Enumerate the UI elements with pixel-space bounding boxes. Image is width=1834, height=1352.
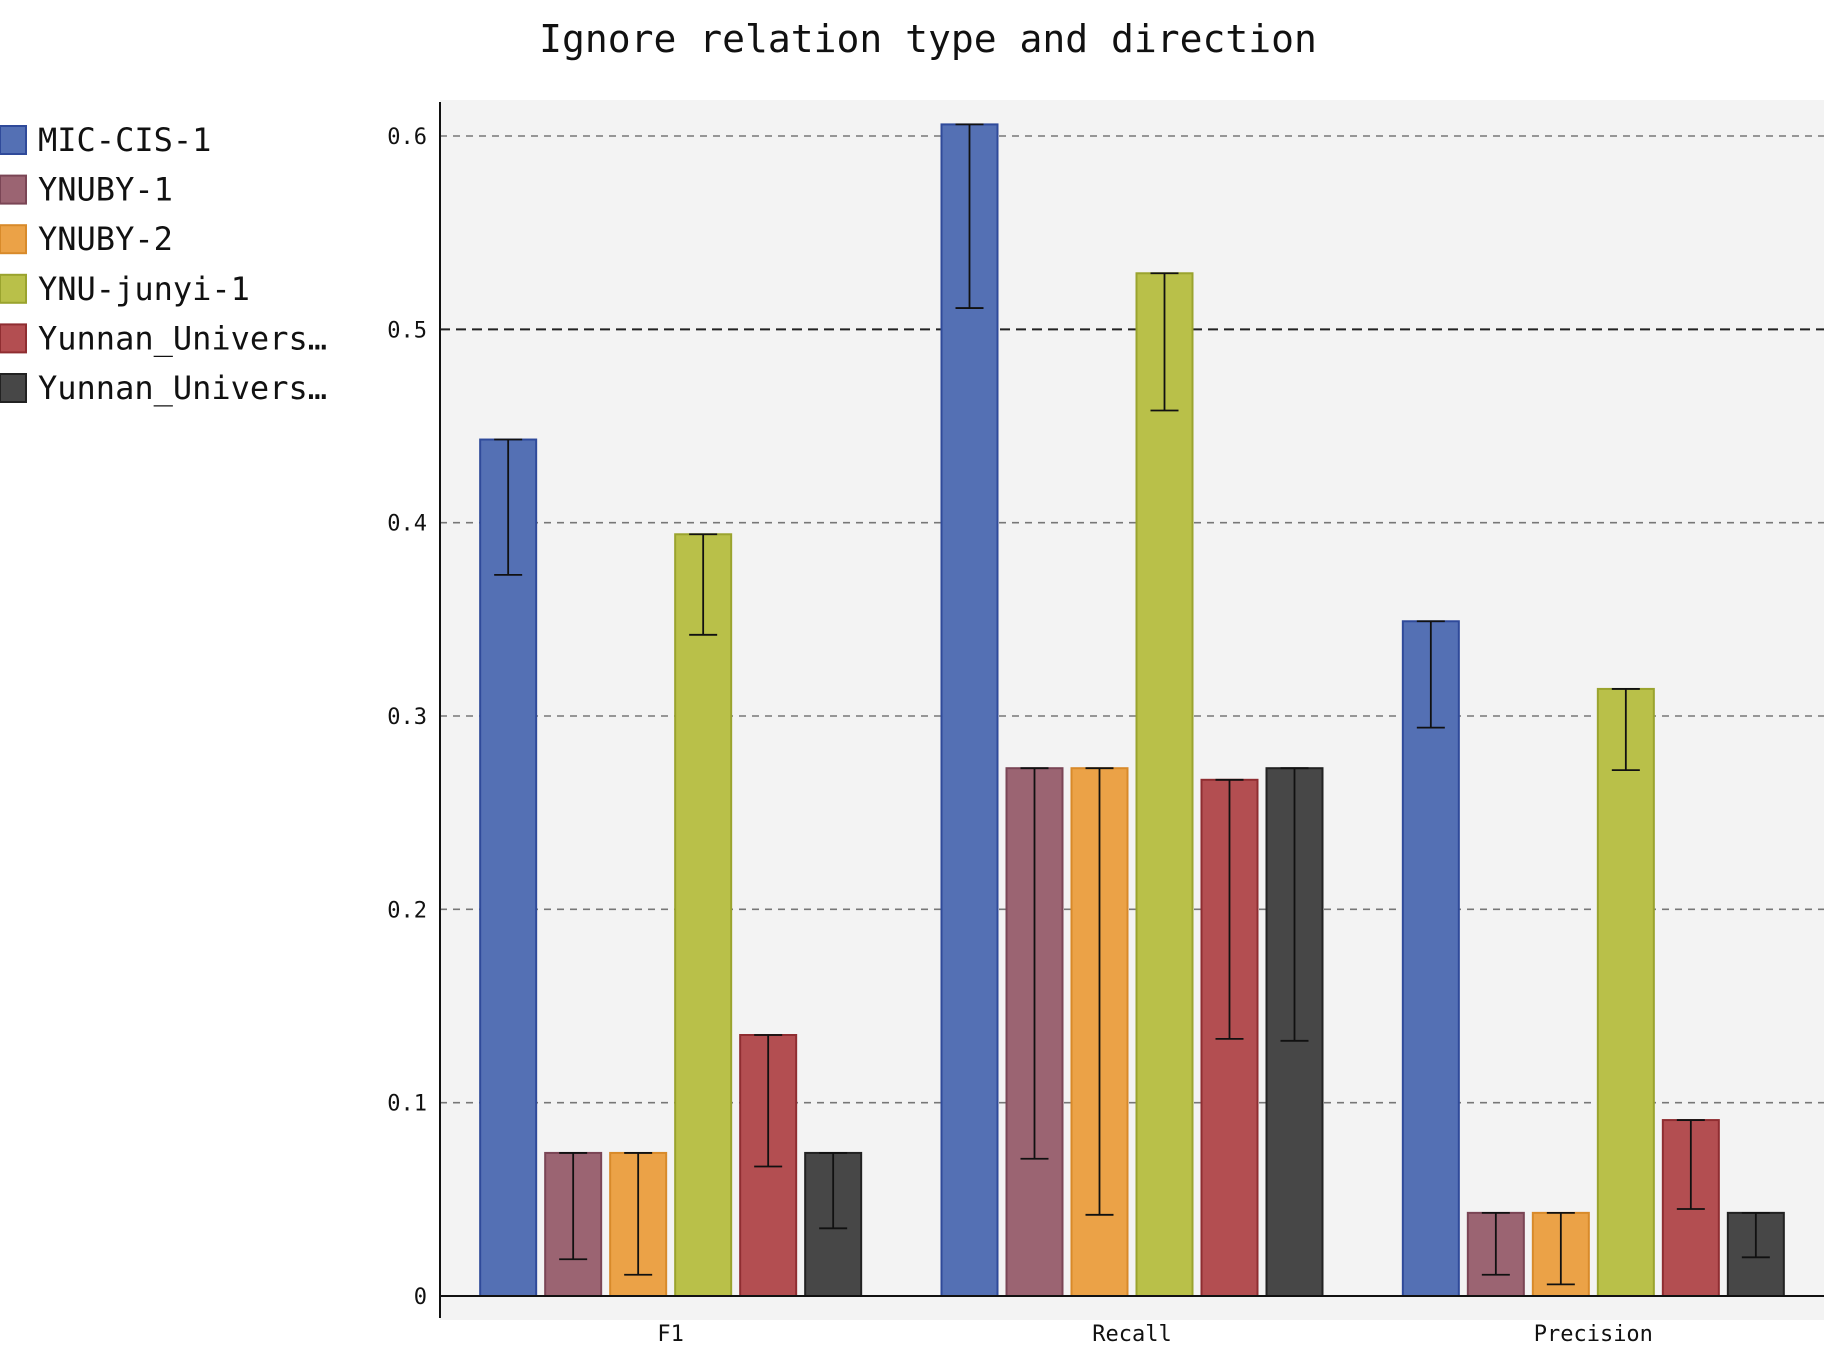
legend-label: YNUBY-2: [38, 220, 173, 258]
error-bars: [494, 123, 1770, 1286]
bar: [1135, 272, 1194, 1297]
legend-swatch: [0, 373, 27, 403]
x-category-label: F1: [657, 1322, 684, 1347]
y-tick-label: 0.2: [387, 898, 427, 923]
legend-swatch: [0, 323, 27, 354]
legend-label: Yunnan_Univers…: [38, 319, 327, 357]
bar: [1401, 620, 1460, 1297]
x-category-label: Precision: [1534, 1322, 1653, 1347]
y-tick-label: 0.6: [387, 125, 427, 150]
chart-title: Ignore relation type and direction: [539, 17, 1317, 61]
grid-lines: [440, 135, 1824, 1104]
legend-swatch: [0, 174, 27, 205]
y-tick-label: 0.1: [387, 1092, 427, 1117]
bar: [940, 123, 999, 1297]
y-ticks: 0 0.1 0.2 0.3 0.4 0.5 0.6: [387, 125, 427, 1310]
legend-label: MIC-CIS-1: [38, 121, 211, 159]
legend-label: Yunnan_Univers…: [38, 369, 327, 407]
legend-swatch: [0, 224, 27, 255]
bar: [479, 438, 538, 1297]
legend-swatch: [0, 273, 27, 304]
y-tick-label: 0.5: [387, 318, 427, 343]
y-tick-label: 0: [414, 1285, 427, 1310]
y-tick-label: 0.4: [387, 512, 427, 537]
x-categories: F1 Recall Precision: [657, 1322, 1653, 1347]
legend: MIC-CIS-1 YNUBY-1 YNUBY-2 YNU-junyi-1 Yunnan…: [0, 121, 327, 407]
legend-label: YNUBY-1: [38, 171, 173, 209]
legend-swatch: [0, 125, 27, 155]
legend-label: YNU-junyi-1: [38, 270, 250, 308]
plot-background: [440, 100, 1824, 1320]
x-category-label: Recall: [1092, 1322, 1171, 1347]
bar: [674, 533, 733, 1297]
y-tick-label: 0.3: [387, 705, 427, 730]
bar: [1596, 687, 1655, 1297]
